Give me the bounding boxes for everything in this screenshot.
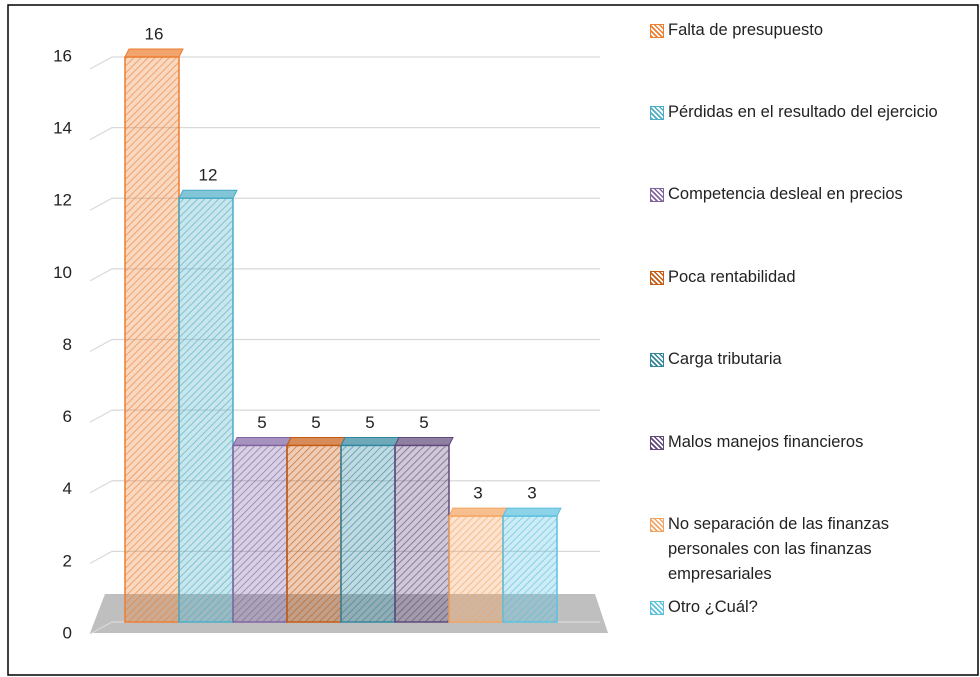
y-tick-label: 4	[63, 479, 72, 498]
grid-line	[89, 338, 600, 353]
y-tick-label: 16	[53, 46, 72, 65]
legend-swatch	[650, 518, 664, 532]
grid-line	[89, 56, 600, 70]
grid-line	[89, 197, 600, 211]
data-label: 16	[145, 24, 164, 43]
legend-swatch	[650, 188, 664, 202]
y-tick-label: 8	[63, 335, 72, 354]
grid-line	[89, 268, 600, 282]
y-tick-label: 2	[63, 551, 72, 570]
legend-item: Malos manejos financieros	[650, 430, 970, 455]
bar	[394, 444, 450, 623]
y-tick-label: 10	[53, 263, 72, 282]
bar	[340, 444, 396, 623]
legend-swatch	[650, 601, 664, 615]
legend-label: Pérdidas en el resultado del ejercicio	[668, 103, 938, 121]
legend-item: Otro ¿Cuál?	[650, 595, 970, 620]
legend-label: Falta de presupuesto	[668, 21, 824, 39]
bar	[232, 444, 288, 623]
bar-top	[448, 507, 508, 517]
legend-item: Poca rentabilidad	[650, 265, 970, 290]
y-tick-label: 14	[53, 119, 72, 138]
legend-label: Carga tributaria	[668, 350, 782, 368]
legend-item: Competencia desleal en precios	[650, 182, 970, 207]
legend-label: Otro ¿Cuál?	[668, 598, 758, 616]
legend-swatch	[650, 353, 664, 367]
bar	[286, 444, 342, 623]
bar-top	[178, 189, 238, 199]
data-label: 5	[311, 413, 320, 432]
legend-label: Malos manejos financieros	[668, 433, 864, 451]
bar-top	[124, 48, 184, 58]
bar-top	[394, 436, 454, 446]
data-label: 5	[419, 413, 428, 432]
y-tick-label: 12	[53, 191, 72, 210]
legend-swatch	[650, 24, 664, 38]
legend-item: Carga tributaria	[650, 347, 970, 372]
bar-top	[502, 507, 562, 517]
bar	[124, 56, 180, 623]
legend-item: No separación de las finanzas personales…	[650, 512, 970, 587]
legend-label: No separación de las finanzas personales…	[668, 515, 890, 583]
legend-label: Poca rentabilidad	[668, 268, 796, 286]
legend-swatch	[650, 106, 664, 120]
bar-top	[286, 436, 346, 446]
chart-border	[7, 4, 979, 676]
bar-top	[340, 436, 400, 446]
bar-top	[232, 436, 292, 446]
legend-swatch	[650, 271, 664, 285]
data-label: 3	[473, 484, 482, 503]
grid-line	[89, 409, 600, 423]
legend-item: Falta de presupuesto	[650, 18, 970, 43]
y-tick-label: 6	[63, 407, 72, 426]
legend-label: Competencia desleal en precios	[668, 185, 903, 203]
data-label: 12	[199, 166, 218, 185]
y-tick-label: 0	[63, 623, 72, 642]
bar	[178, 197, 234, 623]
data-label: 3	[527, 484, 536, 503]
legend-swatch	[650, 436, 664, 450]
bar	[448, 515, 504, 623]
grid-line	[89, 127, 600, 141]
data-label: 5	[365, 413, 374, 432]
data-label: 5	[257, 413, 266, 432]
bar	[502, 515, 558, 623]
legend-item: Pérdidas en el resultado del ejercicio	[650, 100, 970, 125]
